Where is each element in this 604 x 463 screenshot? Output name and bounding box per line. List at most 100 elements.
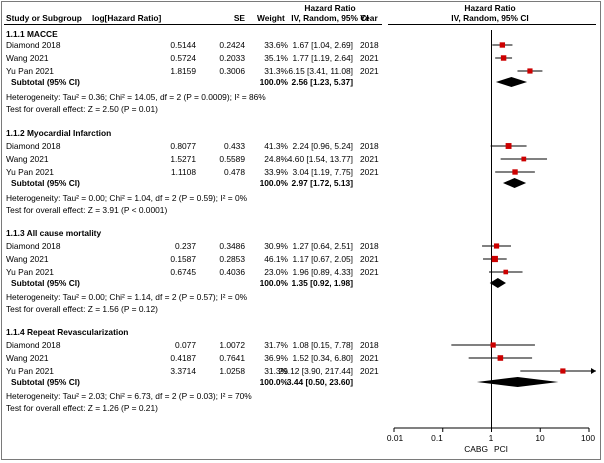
weight-value: 33.9% xyxy=(264,167,288,177)
heterogeneity-text: Heterogeneity: Tau² = 0.00; Chi² = 1.14,… xyxy=(6,292,248,302)
hr-ci-text: 2.24 [0.96, 5.24] xyxy=(292,141,353,151)
header-forest-top: Hazard Ratio xyxy=(464,3,516,13)
se-value: 0.3486 xyxy=(219,241,245,251)
study-name: Wang 2021 xyxy=(6,53,49,63)
se-value: 0.3006 xyxy=(219,66,245,76)
subtotal-ci-text: 3.44 [0.50, 23.60] xyxy=(286,377,353,387)
hr-ci-text: 1.77 [1.19, 2.64] xyxy=(292,53,353,63)
hr-ci-text: 1.96 [0.89, 4.33] xyxy=(292,267,353,277)
subtotal-weight: 100.0% xyxy=(259,377,288,387)
study-name: Wang 2021 xyxy=(6,353,49,363)
weight-value: 23.0% xyxy=(264,267,288,277)
axis-right-label: PCI xyxy=(494,444,508,454)
log-hr-value: 0.237 xyxy=(175,241,196,251)
header-hr-top: Hazard Ratio xyxy=(304,3,356,13)
axis-left-label: CABG xyxy=(464,444,488,454)
study-year: 2021 xyxy=(360,167,379,177)
hr-ci-text: 6.15 [3.41, 11.08] xyxy=(288,66,353,76)
axis-tick-label: 1 xyxy=(488,433,494,443)
hr-ci-text: 29.12 [3.90, 217.44] xyxy=(278,366,353,376)
study-year: 2021 xyxy=(360,366,379,376)
subtotal-ci-text: 2.56 [1.23, 5.37] xyxy=(291,77,353,87)
study-name: Yu Pan 2021 xyxy=(6,167,54,177)
log-hr-value: 1.5271 xyxy=(170,154,196,164)
study-marker xyxy=(503,269,509,275)
study-year: 2018 xyxy=(360,241,379,251)
study-marker xyxy=(512,169,518,175)
subtotal-label: Subtotal (95% CI) xyxy=(11,278,80,288)
header-rule-right xyxy=(388,24,596,25)
study-year: 2018 xyxy=(360,340,379,350)
study-name: Wang 2021 xyxy=(6,154,49,164)
weight-value: 46.1% xyxy=(264,254,288,264)
study-year: 2021 xyxy=(360,353,379,363)
study-marker xyxy=(560,368,566,374)
overall-effect-text: Test for overall effect: Z = 1.26 (P = 0… xyxy=(6,403,158,413)
header-se: SE xyxy=(233,13,245,23)
weight-value: 31.3% xyxy=(264,366,288,376)
study-year: 2021 xyxy=(360,53,379,63)
weight-value: 33.6% xyxy=(264,40,288,50)
se-value: 0.478 xyxy=(224,167,245,177)
axis-tick-label: 0.1 xyxy=(431,433,443,443)
study-marker xyxy=(493,243,500,249)
se-value: 0.433 xyxy=(224,141,245,151)
se-value: 0.7641 xyxy=(219,353,245,363)
study-marker xyxy=(500,55,507,61)
subtotal-ci-text: 1.35 [0.92, 1.98] xyxy=(291,278,353,288)
study-marker xyxy=(491,255,498,263)
subtotal-label: Subtotal (95% CI) xyxy=(11,377,80,387)
header-rule-left xyxy=(4,24,382,25)
study-marker xyxy=(527,68,533,74)
hr-ci-text: 1.17 [0.67, 2.05] xyxy=(292,254,353,264)
subtotal-ci-text: 2.97 [1.72, 5.13] xyxy=(291,178,353,188)
log-hr-value: 3.3714 xyxy=(170,366,196,376)
study-marker xyxy=(499,42,506,48)
group-label-mi: 1.1.2 Myocardial Infarction xyxy=(6,128,112,138)
study-name: Diamond 2018 xyxy=(6,141,61,151)
se-value: 0.2424 xyxy=(219,40,245,50)
study-year: 2018 xyxy=(360,40,379,50)
weight-value: 36.9% xyxy=(264,353,288,363)
overall-effect-text: Test for overall effect: Z = 3.91 (P < 0… xyxy=(6,205,168,215)
subtotal-weight: 100.0% xyxy=(259,278,288,288)
heterogeneity-text: Heterogeneity: Tau² = 0.36; Chi² = 14.05… xyxy=(6,92,266,102)
study-name: Yu Pan 2021 xyxy=(6,66,54,76)
group-label-macce: 1.1.1 MACCE xyxy=(6,29,58,39)
study-year: 2018 xyxy=(360,141,379,151)
hr-ci-text: 1.52 [0.34, 6.80] xyxy=(292,353,353,363)
header-log-hr: log[Hazard Ratio] xyxy=(92,13,162,23)
group-label-mortality: 1.1.3 All cause mortality xyxy=(6,228,102,238)
overall-effect-text: Test for overall effect: Z = 1.56 (P = 0… xyxy=(6,304,158,314)
subtotal-diamond xyxy=(502,178,527,188)
log-hr-value: 0.077 xyxy=(175,340,196,350)
log-hr-value: 0.6745 xyxy=(170,267,196,277)
study-year: 2021 xyxy=(360,154,379,164)
study-marker xyxy=(497,355,504,361)
log-hr-value: 0.1587 xyxy=(170,254,196,264)
header-hr-sub: IV, Random, 95% CI xyxy=(291,13,369,23)
hr-ci-text: 1.67 [1.04, 2.69] xyxy=(292,40,353,50)
study-name: Diamond 2018 xyxy=(6,340,61,350)
se-value: 1.0258 xyxy=(219,366,245,376)
ci-arrow xyxy=(591,368,596,374)
study-name: Diamond 2018 xyxy=(6,40,61,50)
study-marker xyxy=(521,156,527,162)
subtotal-weight: 100.0% xyxy=(259,77,288,87)
hr-ci-text: 1.08 [0.15, 7.78] xyxy=(292,340,353,350)
study-year: 2021 xyxy=(360,254,379,264)
weight-value: 31.7% xyxy=(264,340,288,350)
se-value: 0.2033 xyxy=(219,53,245,63)
header-study: Study or Subgroup xyxy=(6,13,82,23)
weight-value: 41.3% xyxy=(264,141,288,151)
header-weight: Weight xyxy=(257,13,285,23)
weight-value: 35.1% xyxy=(264,53,288,63)
hr-ci-text: 3.04 [1.19, 7.75] xyxy=(292,167,353,177)
study-name: Wang 2021 xyxy=(6,254,49,264)
subtotal-diamond xyxy=(489,278,506,288)
study-year: 2021 xyxy=(360,66,379,76)
log-hr-value: 1.8159 xyxy=(170,66,196,76)
hr-ci-text: 1.27 [0.64, 2.51] xyxy=(292,241,353,251)
axis-tick-label: 0.01 xyxy=(386,433,404,443)
